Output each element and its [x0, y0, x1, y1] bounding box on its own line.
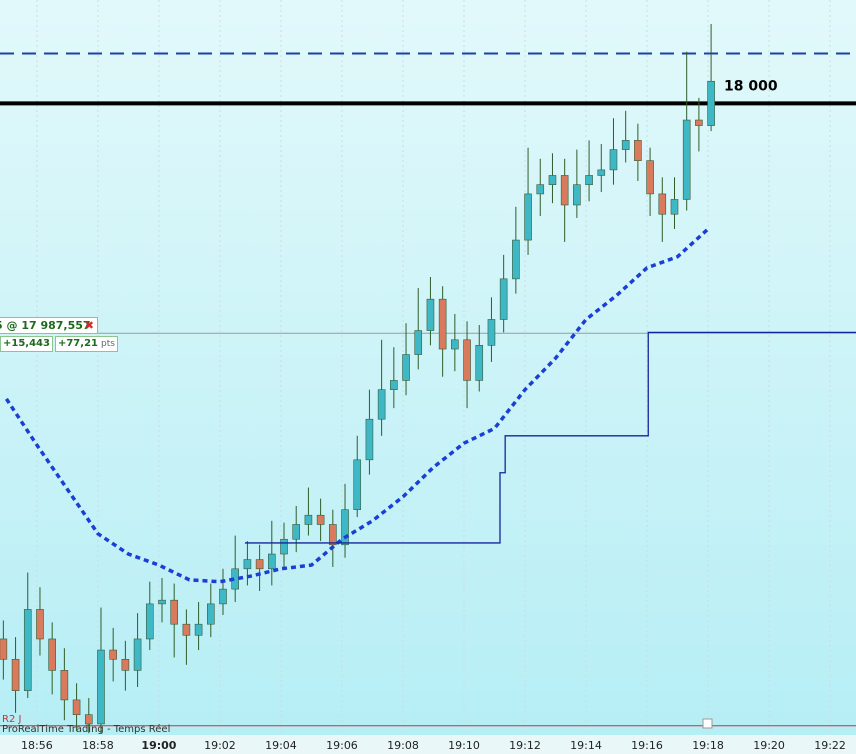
step-line — [244, 331, 856, 544]
candle-body — [475, 345, 484, 381]
x-tick-label: 19:18 — [692, 739, 724, 752]
candle-body — [316, 514, 325, 525]
position-label[interactable]: 5 @ 17 987,557 ✖ — [0, 317, 98, 334]
candle-body — [451, 339, 459, 350]
candle-body — [585, 175, 593, 185]
candle-body — [682, 119, 691, 200]
candle-body — [634, 140, 642, 161]
candle-body — [609, 149, 618, 171]
position-gain: +15,443 +77,21 pts — [0, 336, 118, 352]
overlays — [4, 227, 856, 584]
candle-body — [670, 199, 679, 215]
candle-body — [499, 278, 508, 320]
candle-body — [194, 623, 203, 636]
candle-body — [438, 298, 447, 350]
candles — [0, 24, 715, 734]
candle-body — [304, 514, 313, 525]
candle-body — [707, 80, 715, 126]
candle-body — [243, 559, 252, 570]
candle-body — [255, 559, 264, 570]
candle-body — [280, 538, 288, 555]
candle-body — [487, 319, 496, 346]
candle-body — [109, 649, 117, 660]
plot-background — [0, 0, 856, 735]
candle-body — [621, 140, 630, 150]
x-tick-label: 19:06 — [326, 739, 358, 752]
candle-body — [573, 184, 581, 206]
candle-body — [695, 119, 703, 126]
x-tick-label: 18:56 — [21, 739, 53, 752]
candle-body — [402, 354, 410, 381]
close-position[interactable]: ✖ — [84, 319, 94, 332]
candle-body — [121, 658, 130, 671]
candle-body — [97, 649, 105, 725]
candle-body — [512, 239, 520, 280]
scroll-icon[interactable] — [702, 718, 713, 729]
candle-body — [84, 714, 93, 725]
candle-body — [548, 175, 557, 185]
x-tick-label: 19:04 — [265, 739, 297, 752]
candle-body — [219, 588, 227, 605]
candle-body — [463, 339, 471, 381]
x-tick-label: 19:02 — [204, 739, 236, 752]
x-tick-label: 19:10 — [448, 739, 480, 752]
candle-body — [48, 638, 56, 671]
candle-body — [597, 169, 606, 176]
x-tick-label: 19:20 — [753, 739, 785, 752]
x-tick-label: 19:14 — [570, 739, 602, 752]
candle-body — [414, 330, 423, 355]
candle-body — [329, 524, 337, 546]
candle-body — [377, 389, 386, 420]
x-tick-label: 19:22 — [814, 739, 846, 752]
candle-body — [11, 658, 20, 691]
candle-body — [133, 638, 142, 671]
candle-body — [426, 298, 435, 331]
x-tick-label: 19:16 — [631, 739, 663, 752]
x-tick-label: 19:00 — [141, 739, 176, 752]
candle-body — [341, 509, 349, 546]
indicator-label: R2 J — [2, 714, 21, 725]
x-tick-label: 18:58 — [82, 739, 114, 752]
candle-body — [60, 670, 69, 701]
candle-body — [268, 553, 276, 570]
watermark: ProRealTime Trading - Temps Réel — [2, 723, 170, 735]
time-axis-background — [0, 735, 856, 754]
candle-body — [353, 459, 362, 510]
candle-body — [365, 418, 374, 461]
candle-body — [524, 193, 532, 241]
gain-points: +77,21 pts — [54, 336, 118, 352]
candle-body — [36, 609, 44, 640]
gain-points-value: +77,21 — [57, 338, 98, 349]
candle-body — [72, 699, 81, 715]
x-tick-label: 19:08 — [387, 739, 419, 752]
unit: pts — [100, 339, 115, 349]
candle-body — [646, 160, 654, 195]
candle-body — [145, 603, 154, 640]
candle-body — [206, 603, 215, 625]
candle-body — [390, 380, 398, 390]
candle-body — [658, 193, 667, 215]
candle-body — [560, 175, 569, 206]
x-tick-label: 19:12 — [509, 739, 541, 752]
candle-body — [158, 599, 166, 605]
gain: +15,443 — [0, 336, 53, 352]
candle-body — [23, 609, 32, 691]
candle-body — [0, 638, 8, 660]
candle-body — [536, 184, 545, 195]
candle-body — [170, 599, 178, 625]
candle-body — [292, 524, 301, 540]
candle-body — [182, 623, 191, 636]
moving-average — [4, 227, 710, 584]
level-label: 18 000 — [724, 78, 778, 94]
position-text: 5 @ 17 987,557 — [0, 319, 91, 332]
